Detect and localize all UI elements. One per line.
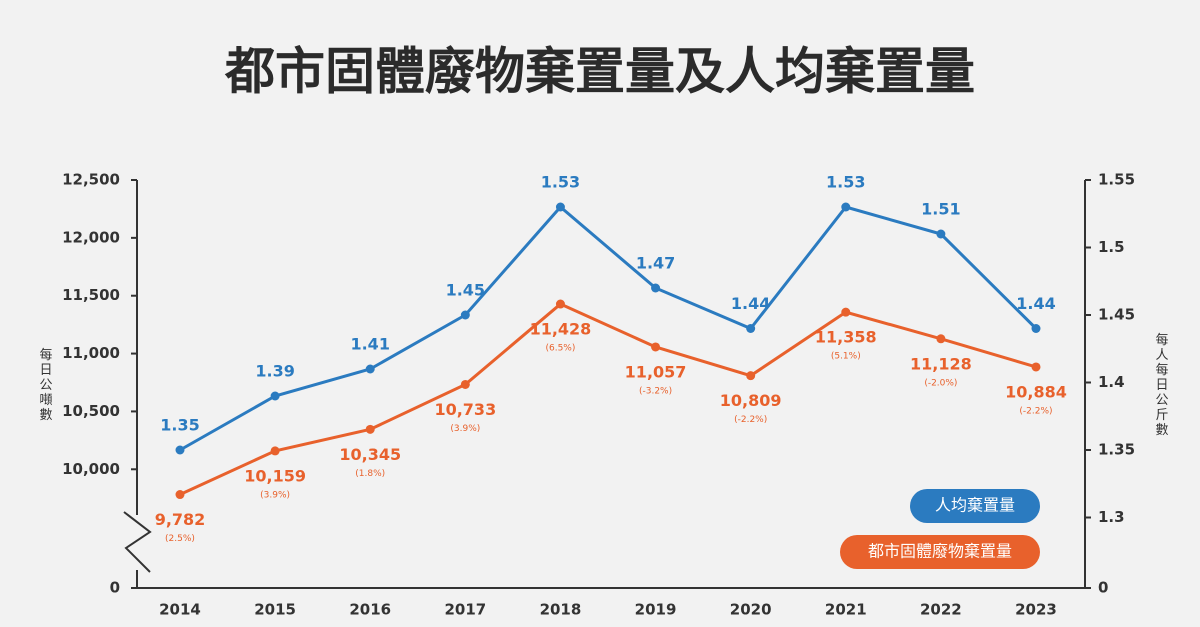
change-label: (-2.2%) xyxy=(1019,406,1052,416)
change-label: (2.5%) xyxy=(165,534,195,544)
data-point xyxy=(651,283,661,293)
data-label: 1.45 xyxy=(446,281,485,300)
data-label: 1.53 xyxy=(826,173,865,192)
data-point xyxy=(270,391,280,401)
x-tick-label: 2014 xyxy=(159,601,201,619)
change-label: (-3.2%) xyxy=(639,386,672,396)
data-label: 10,159 xyxy=(244,466,306,485)
y-tick-label: 10,500 xyxy=(62,402,120,420)
data-label: 1.41 xyxy=(350,335,389,354)
y2-tick-label: 1.4 xyxy=(1098,373,1125,391)
change-label: (5.1%) xyxy=(831,352,861,362)
data-label: 1.51 xyxy=(921,200,960,219)
data-point xyxy=(1031,324,1041,333)
y-tick-label: 12,000 xyxy=(62,228,120,246)
change-label: (6.5%) xyxy=(545,344,575,354)
axis-break xyxy=(123,511,152,573)
y2-tick-label: 1.3 xyxy=(1098,508,1125,526)
data-label: 1.44 xyxy=(731,294,770,313)
data-label: 1.44 xyxy=(1016,294,1055,313)
y-tick-label: 11,500 xyxy=(62,286,120,304)
data-label: 10,809 xyxy=(720,391,782,410)
legend-item: 都市固體廢物棄置量 xyxy=(840,535,1040,569)
x-tick-label: 2015 xyxy=(254,601,296,619)
x-tick-label: 2018 xyxy=(540,601,582,619)
legend-swatch xyxy=(840,535,1040,569)
y2-tick-label: 1.45 xyxy=(1098,306,1135,324)
data-point xyxy=(651,342,661,352)
chart-title: 都市固體廢物棄置量及人均棄置量 xyxy=(224,43,975,101)
y2-axis-label: 每人每日公斤數 xyxy=(1153,332,1169,438)
data-label: 10,733 xyxy=(434,400,496,419)
series-line xyxy=(179,204,1038,452)
y2-tick-label: 1.5 xyxy=(1098,238,1125,256)
data-label: 1.53 xyxy=(541,173,580,192)
data-point xyxy=(365,424,375,434)
data-label: 11,428 xyxy=(530,320,592,339)
change-label: (-2.0%) xyxy=(924,378,957,388)
data-label: 1.39 xyxy=(255,362,294,381)
data-point xyxy=(841,307,851,317)
y-tick-label: 10,000 xyxy=(62,460,120,478)
y2-tick-label: 1.35 xyxy=(1098,441,1135,459)
y2-tick-label: 1.55 xyxy=(1098,171,1135,189)
legend-swatch xyxy=(910,489,1040,523)
y-tick-label: 0 xyxy=(110,579,120,597)
data-point xyxy=(746,324,756,333)
legend-label: 都市固體廢物棄置量 xyxy=(868,542,1012,561)
change-label: (-2.2%) xyxy=(734,415,767,425)
data-label: 11,128 xyxy=(910,354,972,373)
change-label: (3.9%) xyxy=(260,490,290,500)
y-tick-label: 12,500 xyxy=(62,171,120,189)
data-point xyxy=(555,202,565,212)
data-point xyxy=(841,202,851,212)
x-tick-label: 2021 xyxy=(825,601,867,619)
data-point xyxy=(365,364,375,374)
data-point xyxy=(555,299,565,309)
data-point xyxy=(460,310,470,320)
x-tick-label: 2023 xyxy=(1015,601,1057,619)
y-tick-label: 11,000 xyxy=(62,344,120,362)
data-point xyxy=(270,446,280,456)
x-tick-label: 2020 xyxy=(730,601,772,619)
x-tick-label: 2016 xyxy=(349,601,391,619)
y-axis-label: 每日公噸數 xyxy=(37,347,53,423)
data-point xyxy=(1031,362,1041,372)
data-point xyxy=(175,490,185,500)
x-tick-label: 2019 xyxy=(635,601,677,619)
y2-tick-label: 0 xyxy=(1098,579,1108,597)
data-label: 9,782 xyxy=(155,510,206,529)
data-label: 11,057 xyxy=(625,362,687,381)
data-point xyxy=(936,334,946,344)
x-tick-label: 2017 xyxy=(444,601,486,619)
data-label: 11,358 xyxy=(815,328,877,347)
series-line xyxy=(179,302,1037,496)
change-label: (1.8%) xyxy=(355,469,385,479)
data-point xyxy=(746,371,756,381)
x-tick-label: 2022 xyxy=(920,601,962,619)
data-label: 1.47 xyxy=(636,254,675,273)
data-label: 10,345 xyxy=(339,445,401,464)
legend-label: 人均棄置量 xyxy=(935,496,1015,515)
data-point xyxy=(175,445,185,455)
change-label: (3.9%) xyxy=(450,424,480,434)
data-label: 1.35 xyxy=(160,416,199,435)
data-point xyxy=(460,379,470,389)
data-point xyxy=(936,229,946,239)
legend-item: 人均棄置量 xyxy=(910,489,1040,523)
data-label: 10,884 xyxy=(1005,382,1067,401)
